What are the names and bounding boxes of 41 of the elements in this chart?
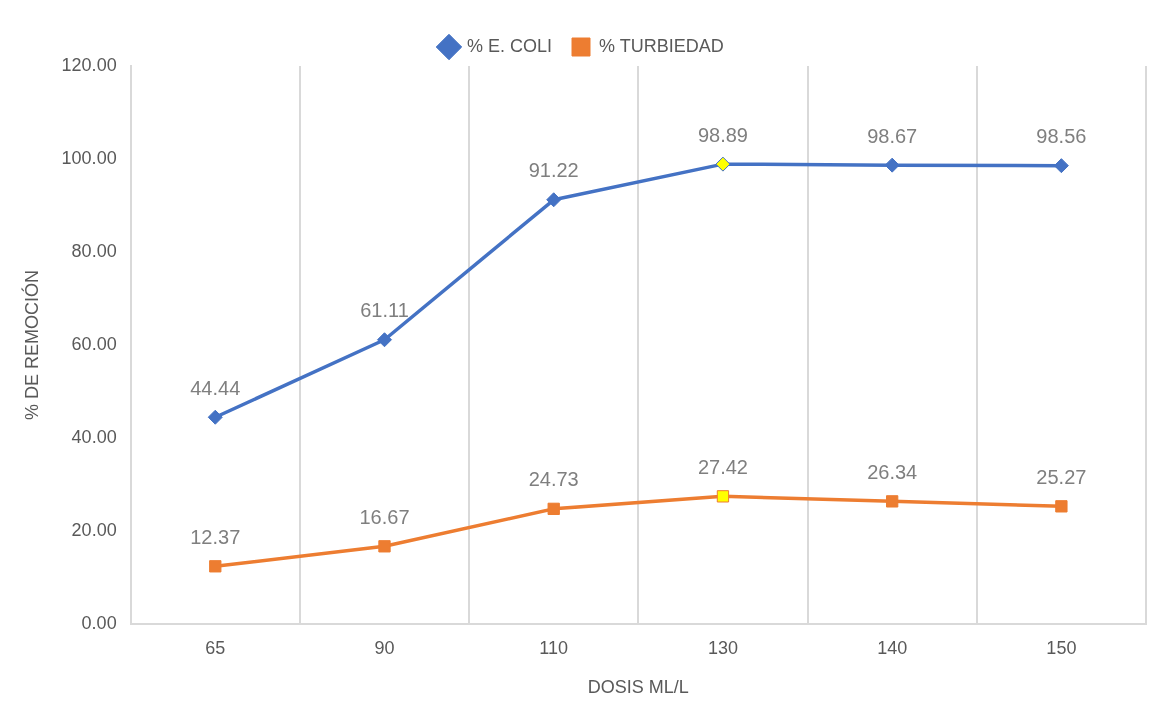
- data-label: 61.11: [360, 299, 409, 322]
- data-label: 98.67: [867, 124, 918, 147]
- point: [886, 495, 899, 508]
- y-tick-label: 20.00: [71, 519, 117, 540]
- point: [1055, 500, 1068, 513]
- x-tick-label: 130: [707, 637, 738, 658]
- data-label: 98.56: [1036, 125, 1087, 148]
- x-tick-label: 150: [1046, 637, 1077, 658]
- x-axis-title: DOSIS ML/L: [587, 677, 689, 698]
- legend-label: % TURBIEDAD: [599, 35, 724, 56]
- point: [715, 156, 731, 172]
- y-tick-label: 0.00: [81, 612, 117, 633]
- point: [1053, 158, 1069, 174]
- data-label: 91.22: [528, 159, 579, 182]
- data-label: 98.89: [697, 123, 748, 146]
- data-label: 25.27: [1036, 465, 1087, 488]
- point: [547, 502, 560, 515]
- point: [884, 157, 900, 173]
- data-label: 27.42: [697, 455, 748, 478]
- point: [378, 540, 391, 553]
- point: [207, 409, 223, 425]
- x-tick-label: 65: [205, 637, 226, 658]
- x-tick-label: 90: [374, 637, 395, 658]
- point: [716, 490, 730, 503]
- legend-label: % E. COLI: [466, 35, 553, 56]
- x-tick-label: 140: [877, 637, 908, 658]
- x-tick-label: 110: [539, 637, 569, 658]
- y-tick-label: 60.00: [71, 333, 117, 354]
- point: [546, 192, 562, 208]
- point: [376, 332, 392, 348]
- data-label: 16.67: [359, 505, 410, 528]
- y-tick-label: 40.00: [71, 426, 117, 447]
- point: [209, 560, 222, 573]
- y-tick-label: 100.00: [61, 147, 117, 168]
- y-axis-title: % DE REMOCIÓN: [20, 269, 42, 420]
- y-tick-label: 120.00: [61, 54, 117, 75]
- data-label: 24.73: [528, 468, 579, 491]
- data-label: 26.34: [867, 460, 918, 483]
- data-label: 44.44: [190, 376, 241, 399]
- data-label: 12.37: [190, 525, 241, 548]
- y-tick-label: 80.00: [71, 240, 117, 261]
